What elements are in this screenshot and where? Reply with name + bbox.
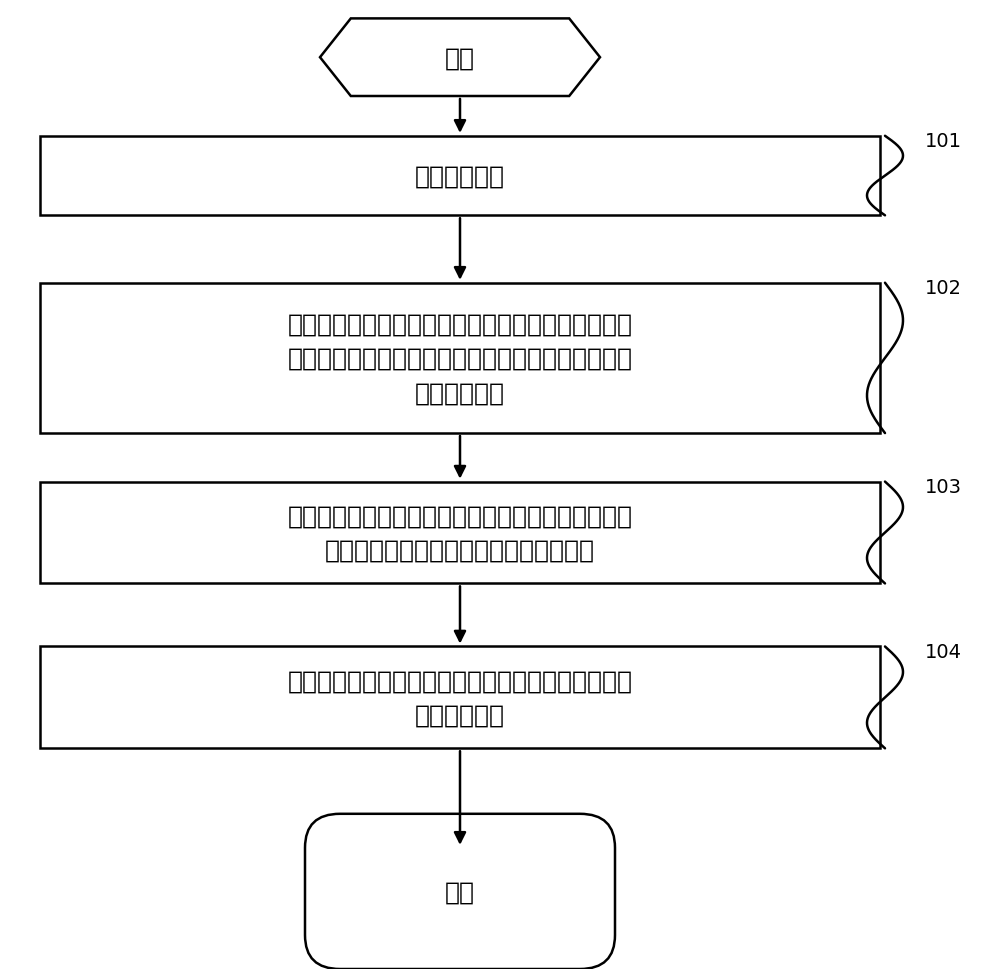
Text: 响应于所述第一输入，显示第一界面，所述第一界面
包括至少一个支付控件，每个所述支付控件关联一个
支付功能界面: 响应于所述第一输入，显示第一界面，所述第一界面 包括至少一个支付控件，每个所述支… (288, 312, 633, 405)
Text: 104: 104 (925, 641, 962, 661)
FancyBboxPatch shape (40, 482, 880, 583)
Polygon shape (320, 19, 600, 97)
Text: 接收针对目标支付控件的第二输入，所述目标支付控
件为所述至少一个支付控件中的支付控件: 接收针对目标支付控件的第二输入，所述目标支付控 件为所述至少一个支付控件中的支付… (288, 504, 633, 562)
FancyBboxPatch shape (305, 814, 615, 969)
Text: 103: 103 (925, 478, 962, 496)
FancyBboxPatch shape (40, 137, 880, 216)
Text: 结束: 结束 (445, 880, 475, 903)
FancyBboxPatch shape (40, 647, 880, 748)
Text: 101: 101 (925, 132, 962, 151)
Text: 102: 102 (925, 279, 962, 297)
Text: 接收第一输入: 接收第一输入 (415, 165, 505, 188)
Text: 响应于所述第二输入，显示目标支付控件关联的目标
支付功能界面: 响应于所述第二输入，显示目标支付控件关联的目标 支付功能界面 (288, 669, 633, 727)
Text: 开始: 开始 (445, 47, 475, 70)
FancyBboxPatch shape (40, 283, 880, 434)
